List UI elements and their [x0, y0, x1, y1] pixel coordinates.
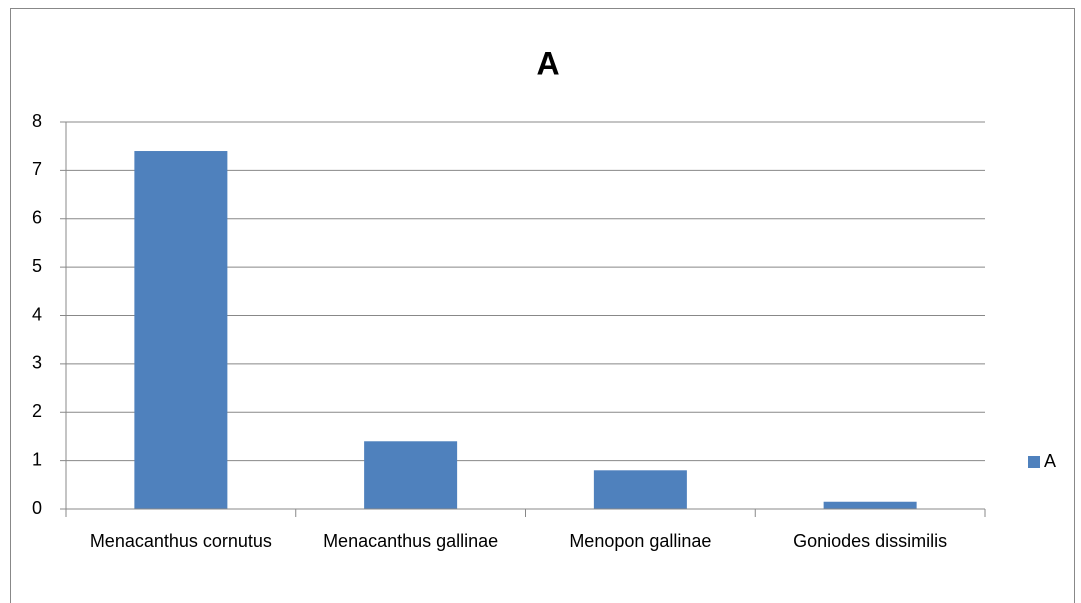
x-tick-label: Menopon gallinae	[569, 531, 712, 551]
legend-swatch	[1028, 456, 1040, 468]
x-tick-label: Menacanthus gallinae	[323, 531, 499, 551]
y-tick-label: 3	[32, 353, 42, 373]
bar	[134, 151, 228, 509]
y-tick-label: 1	[32, 449, 42, 469]
chart-title: A	[536, 45, 559, 81]
bar	[823, 501, 917, 509]
y-tick-label: 4	[32, 304, 42, 324]
y-tick-label: 0	[32, 498, 42, 518]
y-tick-label: 7	[32, 159, 42, 179]
y-tick-label: 6	[32, 208, 42, 228]
y-tick-label: 2	[32, 401, 42, 421]
bar	[593, 470, 687, 509]
y-tick-label: 8	[32, 111, 42, 131]
x-tick-label: Menacanthus cornutus	[89, 531, 272, 551]
bar	[364, 441, 458, 509]
y-tick-label: 5	[32, 256, 42, 276]
x-tick-label: Goniodes dissimilis	[793, 531, 948, 551]
legend-label: A	[1044, 451, 1056, 471]
